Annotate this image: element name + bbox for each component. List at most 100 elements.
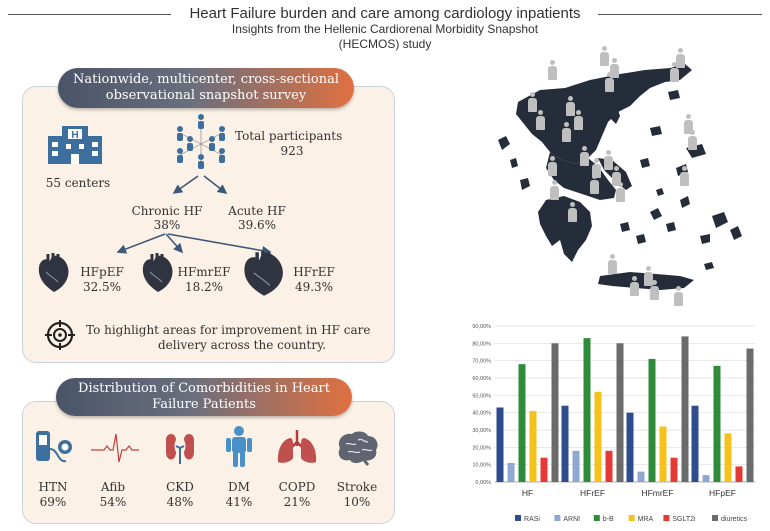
comorbidity-ckd-label: CKD <box>166 480 194 494</box>
comorbidity-copd-label: COPD <box>278 480 316 494</box>
title-rule-right <box>598 14 762 15</box>
heart-icon-hfpef <box>38 253 69 292</box>
bar-diuretics-hfmref <box>681 336 689 482</box>
legend-label: RASi <box>524 516 540 523</box>
x-tick-label: HF <box>522 488 533 498</box>
people-network-icon <box>177 114 225 169</box>
bar-mra-hfmref <box>659 426 667 482</box>
y-tick-label: 40,00% <box>472 411 491 417</box>
x-tick-label: HFrEF <box>580 488 605 498</box>
bar-b-b-hfpef <box>713 365 721 482</box>
bar-sglt2i-hfref <box>605 450 613 482</box>
goal-text-line1: To highlight areas for improvement in HF… <box>86 323 371 337</box>
bar-sglt2i-hfpef <box>735 466 743 482</box>
bar-b-b-hfmref <box>648 358 656 482</box>
lungs-icon <box>277 430 317 463</box>
comorbidity-dm-value: 41% <box>225 495 253 509</box>
bar-sglt2i-hf <box>540 457 548 482</box>
bar-b-b-hf <box>518 364 526 482</box>
survey-banner-line2: observational snapshot survey <box>105 88 307 103</box>
heart-icon-hfmref <box>142 253 173 292</box>
comorbidity-stroke-value: 10% <box>343 495 371 509</box>
hfmref-label: HFmrEF <box>177 265 231 279</box>
bar-arni-hfmref <box>637 471 645 482</box>
comorbidity-dm-label: DM <box>228 480 250 494</box>
centers-count: 55 centers <box>45 176 111 190</box>
legend-label: diuretics <box>721 516 748 523</box>
hfmref-value: 18.2% <box>184 280 224 294</box>
hfref-value: 49.3% <box>294 280 334 294</box>
page-title: Heart Failure burden and care among card… <box>189 5 581 22</box>
ecg-icon <box>91 433 139 463</box>
bar-arni-hf <box>507 462 515 482</box>
bar-arni-hfpef <box>702 475 710 482</box>
y-tick-label: 50,00% <box>472 393 491 399</box>
bar-rasi-hf <box>496 407 504 482</box>
y-tick-label: 20,00% <box>472 445 491 451</box>
bar-sglt2i-hfmref <box>670 457 678 482</box>
bar-mra-hf <box>529 410 537 482</box>
hospital-icon: H <box>48 126 102 164</box>
comorbidity-copd-value: 21% <box>283 495 311 509</box>
comorbidity-htn-label: HTN <box>38 480 68 494</box>
flow-arrows <box>116 175 272 256</box>
comorbidity-stroke-label: Stroke <box>336 480 378 494</box>
bar-arni-hfref <box>572 450 580 482</box>
comorbidities-panel <box>22 401 395 524</box>
comorbidities-banner: Distribution of Comorbidities in Heart F… <box>56 378 352 416</box>
y-tick-label: 0,00% <box>475 480 491 486</box>
bar-rasi-hfpef <box>691 405 699 482</box>
comorbidity-afib-value: 54% <box>99 495 127 509</box>
title-rule-left <box>8 14 171 15</box>
legend-swatch <box>515 515 521 521</box>
bar-mra-hfref <box>594 391 602 482</box>
legend-label: b-B <box>603 516 614 523</box>
comorbidity-afib-label: Afib <box>100 480 126 494</box>
bar-diuretics-hfpef <box>746 348 754 482</box>
bar-diuretics-hfref <box>616 343 624 482</box>
y-tick-label: 30,00% <box>472 428 491 434</box>
y-tick-label: 10,00% <box>472 463 491 469</box>
survey-banner-line1: Nationwide, multicenter, cross-sectional <box>72 72 340 87</box>
bar-mra-hfpef <box>724 433 732 482</box>
page-subtitle-line2: (HECMOS) study <box>338 37 432 51</box>
bar-rasi-hfmref <box>626 412 634 482</box>
bar-rasi-hfref <box>561 405 569 482</box>
comorbidity-htn-value: 69% <box>39 495 67 509</box>
svg-text:H: H <box>71 130 78 141</box>
y-tick-label: 90,00% <box>472 324 491 330</box>
participants-label: Total participants <box>235 129 343 143</box>
hfref-label: HFrEF <box>293 265 335 279</box>
chronic-hf-label: Chronic HF <box>131 204 203 218</box>
participants-value: 923 <box>280 144 304 158</box>
legend-label: ARNI <box>563 516 580 523</box>
x-tick-label: HFmrEF <box>641 488 673 498</box>
goal-text-line2: delivery across the country. <box>158 338 327 352</box>
x-tick-label: HFpEF <box>709 488 736 498</box>
blood-pressure-icon <box>36 431 72 463</box>
legend-swatch <box>628 515 635 521</box>
legend-swatch <box>593 515 600 521</box>
acute-hf-label: Acute HF <box>228 204 286 218</box>
hfpef-value: 32.5% <box>82 280 122 294</box>
y-tick-label: 60,00% <box>472 376 491 382</box>
legend-label: SGLT2i <box>672 516 696 523</box>
bar-diuretics-hf <box>551 343 559 482</box>
bar-b-b-hfref <box>583 338 591 482</box>
legend-label: MRA <box>638 516 654 523</box>
person-icon <box>226 426 252 467</box>
survey-banner: Nationwide, multicenter, cross-sectional… <box>58 68 354 108</box>
legend-swatch <box>712 515 718 521</box>
page-subtitle-line1: Insights from the Hellenic Cardiorenal M… <box>231 22 539 36</box>
y-tick-label: 80,00% <box>472 341 491 347</box>
comorbidities-banner-line2: Failure Patients <box>152 397 256 412</box>
acute-hf-value: 39.6% <box>237 218 277 232</box>
legend-swatch <box>663 515 670 521</box>
kidney-icon <box>166 434 194 464</box>
target-icon <box>45 320 75 350</box>
treatment-bar-chart: 0,00% 10,00% 20,00% 30,00% 40,00% 50,00% 60,00… <box>472 324 755 523</box>
legend-swatch <box>554 515 561 521</box>
hfpef-label: HFpEF <box>80 265 124 279</box>
comorbidity-ckd-value: 48% <box>166 495 194 509</box>
heart-icon-hfref <box>244 251 283 296</box>
